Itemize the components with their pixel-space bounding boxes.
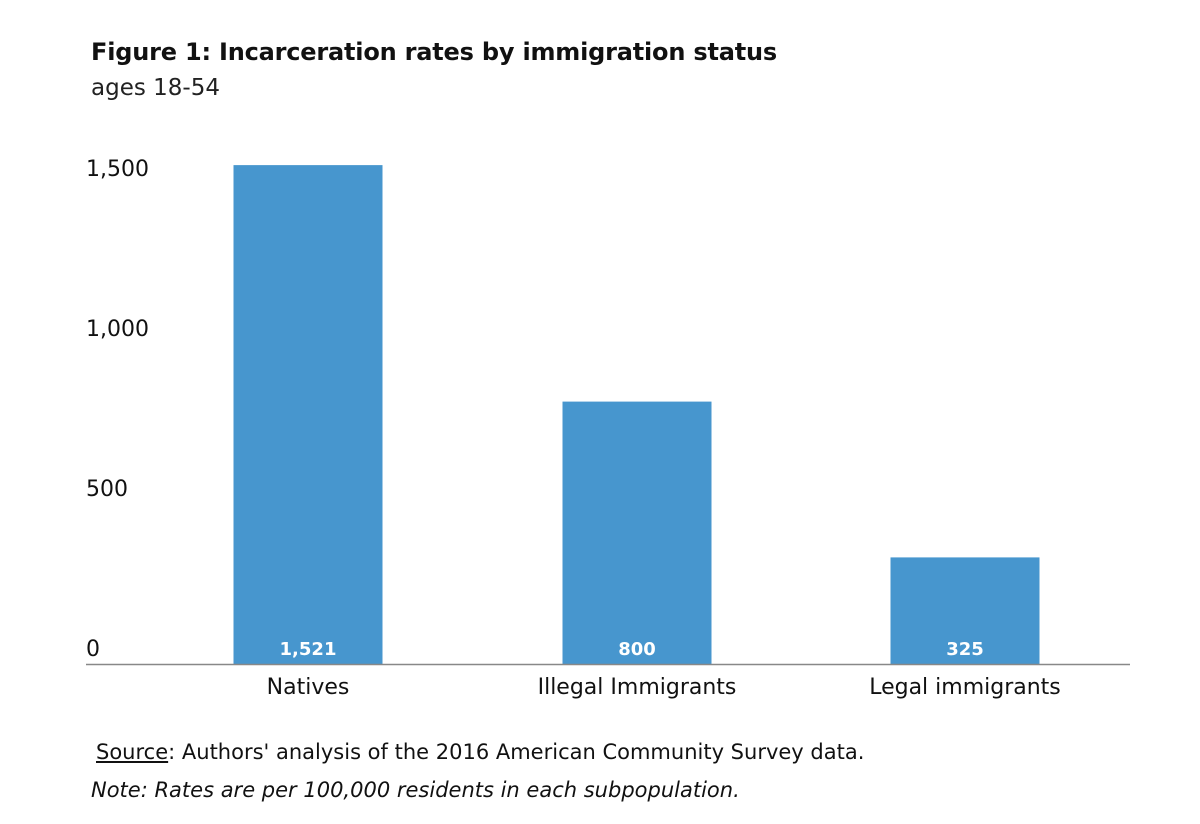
source-text: : Authors' analysis of the 2016 American…	[168, 740, 865, 764]
bars	[233, 165, 1040, 664]
bar-chart: 0 500 1,000 1,500 1,521 800 325 Natives Illega…	[86, 157, 1130, 700]
category-label: Natives	[267, 675, 350, 700]
y-tick-label: 500	[86, 477, 128, 502]
bar	[233, 165, 383, 664]
category-label: Legal immigrants	[869, 675, 1061, 700]
y-tick-label: 1,000	[86, 317, 149, 342]
bar-value-labels: 1,521 800 325	[280, 639, 984, 660]
y-tick-label: 1,500	[86, 157, 149, 182]
category-labels: Natives Illegal Immigrants Legal immigrant…	[267, 675, 1061, 700]
chart-title: Figure 1: Incarceration rates by immigra…	[91, 38, 777, 66]
bar	[562, 401, 712, 664]
source-label: Source	[96, 740, 169, 764]
y-tick-label: 0	[86, 637, 100, 662]
bar-value-label: 1,521	[280, 639, 337, 660]
note-line: Note: Rates are per 100,000 residents in…	[91, 778, 740, 802]
chart-subtitle: ages 18-54	[91, 75, 220, 101]
source-line: Source: Authors' analysis of the 2016 Am…	[96, 740, 864, 764]
y-axis-ticks: 0 500 1,000 1,500	[86, 157, 149, 662]
bar-value-label: 325	[946, 639, 984, 660]
bar-value-label: 800	[618, 639, 656, 660]
bar	[890, 557, 1040, 664]
category-label: Illegal Immigrants	[538, 675, 737, 700]
